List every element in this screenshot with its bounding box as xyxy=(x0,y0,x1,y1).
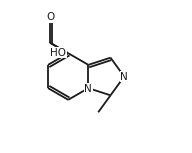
Text: HO: HO xyxy=(50,48,66,58)
Text: N: N xyxy=(120,71,128,82)
Text: N: N xyxy=(84,84,92,94)
Text: O: O xyxy=(46,12,54,22)
